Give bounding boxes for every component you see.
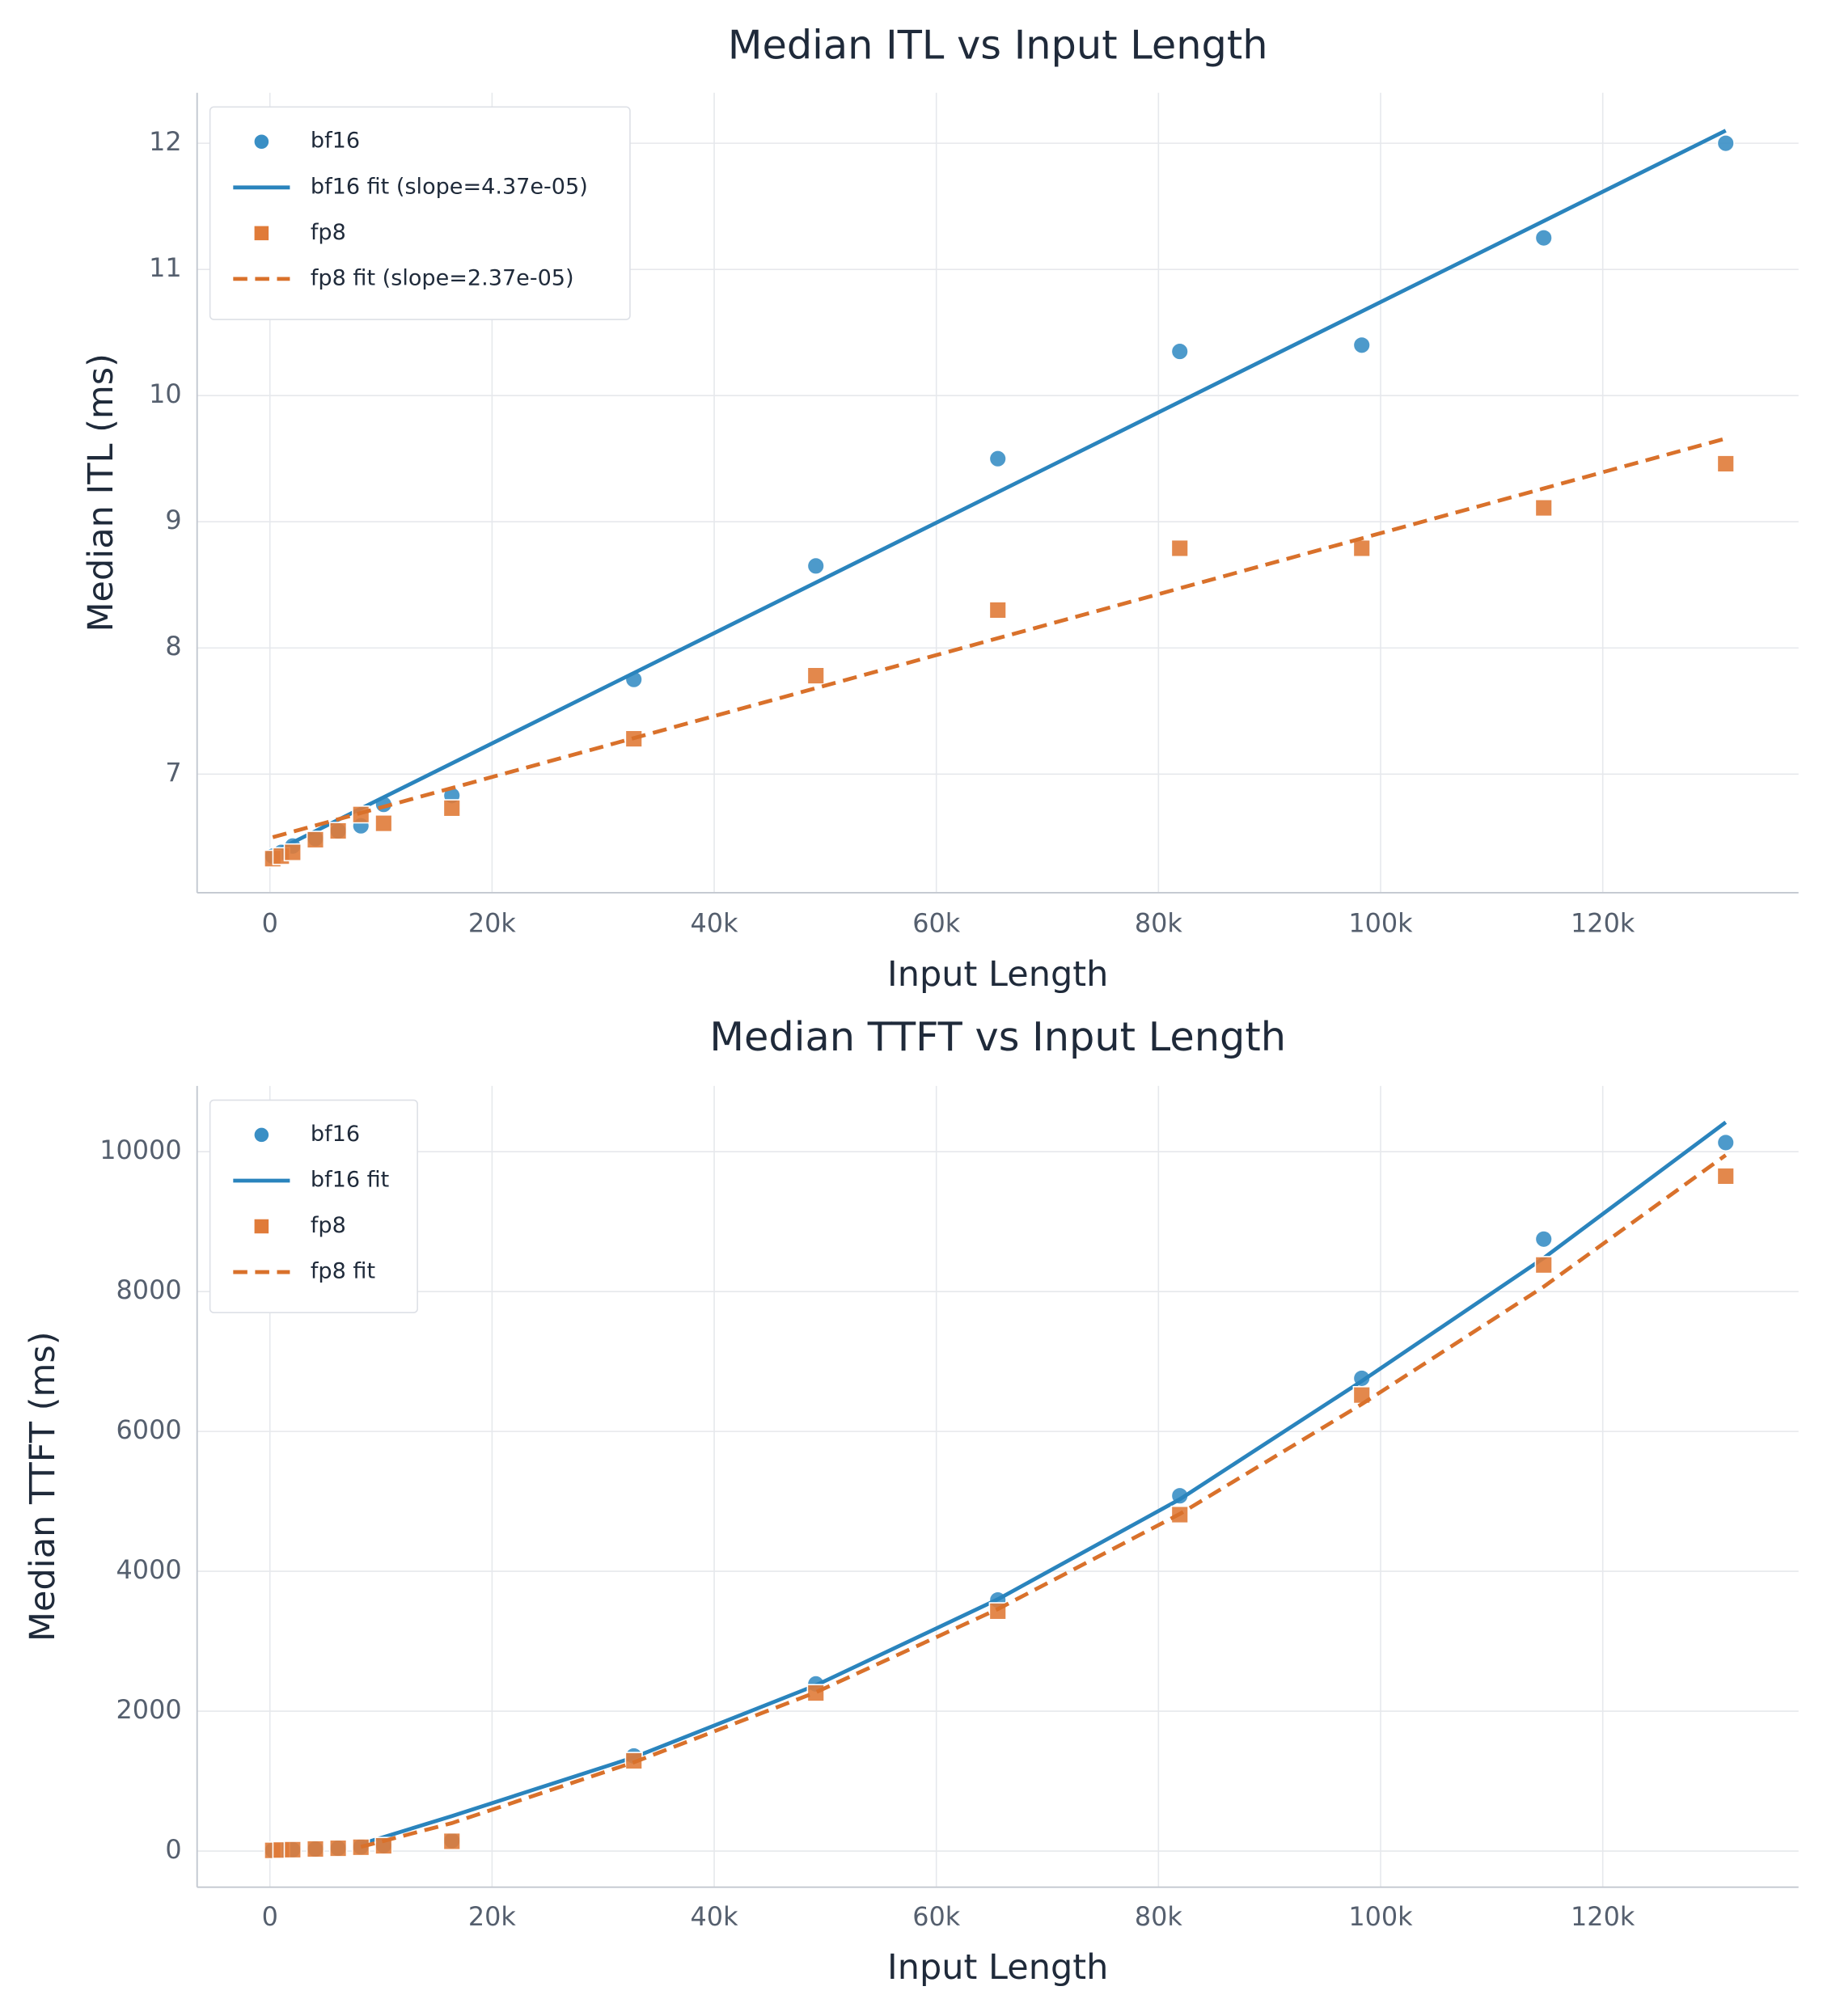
- data-point: [1716, 133, 1735, 153]
- legend-label: bf16: [311, 129, 360, 154]
- data-point: [328, 822, 348, 840]
- y-tick-label: 8: [165, 631, 181, 661]
- x-tick-label: 100k: [1348, 1901, 1413, 1932]
- fit-line: [360, 1153, 1728, 1849]
- y-tick-label: 7: [165, 757, 181, 788]
- chart-title: Median ITL vs Input Length: [728, 21, 1268, 68]
- y-tick-label: 0: [165, 1834, 181, 1865]
- legend-marker: [253, 1218, 270, 1235]
- data-point: [442, 1832, 461, 1851]
- x-tick-label: 80k: [1135, 1901, 1183, 1932]
- y-tick-label: 10000: [99, 1135, 181, 1165]
- data-point: [352, 1838, 370, 1857]
- data-point: [283, 1841, 302, 1859]
- data-point: [306, 830, 325, 849]
- y-tick-label: 11: [149, 252, 182, 283]
- x-tick-label: 60k: [912, 1901, 961, 1932]
- legend-box: [209, 1099, 418, 1314]
- data-point: [1352, 336, 1371, 354]
- data-point: [1352, 539, 1371, 558]
- legend-marker: [253, 133, 270, 150]
- data-point: [988, 601, 1007, 619]
- y-axis-label: Median ITL (ms): [81, 353, 121, 632]
- x-tick-label: 80k: [1135, 908, 1183, 939]
- legend-marker: [253, 224, 270, 242]
- data-point: [1716, 1167, 1735, 1186]
- x-tick-label: 120k: [1571, 908, 1635, 939]
- legend-marker: [253, 1126, 270, 1143]
- x-tick-label: 120k: [1571, 1901, 1635, 1932]
- data-point: [306, 1840, 325, 1858]
- legend-label: fp8 fit (slope=2.37e-05): [311, 265, 574, 290]
- legend-label: bf16 fit (slope=4.37e-05): [311, 174, 588, 199]
- chart: Median TTFT vs Input Length Input Length M…: [23, 1013, 1799, 1988]
- data-point: [1716, 454, 1735, 473]
- data-point: [1716, 1133, 1735, 1152]
- y-axis-label: Median TTFT (ms): [23, 1331, 63, 1642]
- fit-line: [360, 1120, 1728, 1846]
- x-tick-label: 60k: [912, 908, 961, 939]
- data-point: [1534, 498, 1553, 518]
- data-point: [442, 799, 461, 818]
- data-point: [806, 666, 825, 685]
- x-axis-label: Input Length: [887, 1947, 1108, 1988]
- x-axis-label: Input Length: [887, 954, 1108, 995]
- x-tick-label: 40k: [691, 908, 739, 939]
- data-point: [806, 556, 825, 575]
- data-point: [1170, 342, 1189, 361]
- data-point: [328, 1839, 348, 1858]
- chart: Median ITL vs Input Length Input Length Me…: [81, 21, 1799, 995]
- legend-label: fp8 fit: [311, 1259, 375, 1284]
- y-tick-label: 8000: [116, 1274, 182, 1305]
- x-tick-label: 20k: [468, 908, 517, 939]
- data-point: [1534, 1256, 1553, 1274]
- legend-label: bf16 fit: [311, 1167, 389, 1192]
- data-point: [1534, 1230, 1553, 1249]
- chart-title: Median TTFT vs Input Length: [709, 1013, 1286, 1060]
- fit-line: [272, 436, 1727, 839]
- y-tick-label: 9: [165, 505, 181, 535]
- legend-label: bf16: [311, 1122, 360, 1147]
- y-tick-label: 4000: [116, 1554, 182, 1585]
- data-point: [806, 1684, 825, 1702]
- x-tick-label: 100k: [1348, 908, 1413, 939]
- y-tick-label: 10: [149, 378, 182, 409]
- data-point: [1534, 229, 1553, 247]
- x-tick-label: 0: [262, 1901, 278, 1932]
- fit-line: [272, 129, 1727, 855]
- x-tick-label: 0: [262, 908, 278, 939]
- x-tick-label: 40k: [691, 1901, 739, 1932]
- data-point: [283, 843, 302, 862]
- legend-box: [209, 106, 631, 320]
- y-tick-label: 12: [149, 126, 182, 157]
- y-tick-label: 6000: [116, 1414, 182, 1445]
- data-point: [374, 814, 393, 833]
- data-point: [988, 450, 1007, 468]
- legend-label: fp8: [311, 1213, 346, 1238]
- x-tick-label: 20k: [468, 1901, 517, 1932]
- data-point: [1170, 539, 1189, 558]
- y-tick-label: 2000: [116, 1694, 182, 1725]
- legend-label: fp8: [311, 220, 346, 245]
